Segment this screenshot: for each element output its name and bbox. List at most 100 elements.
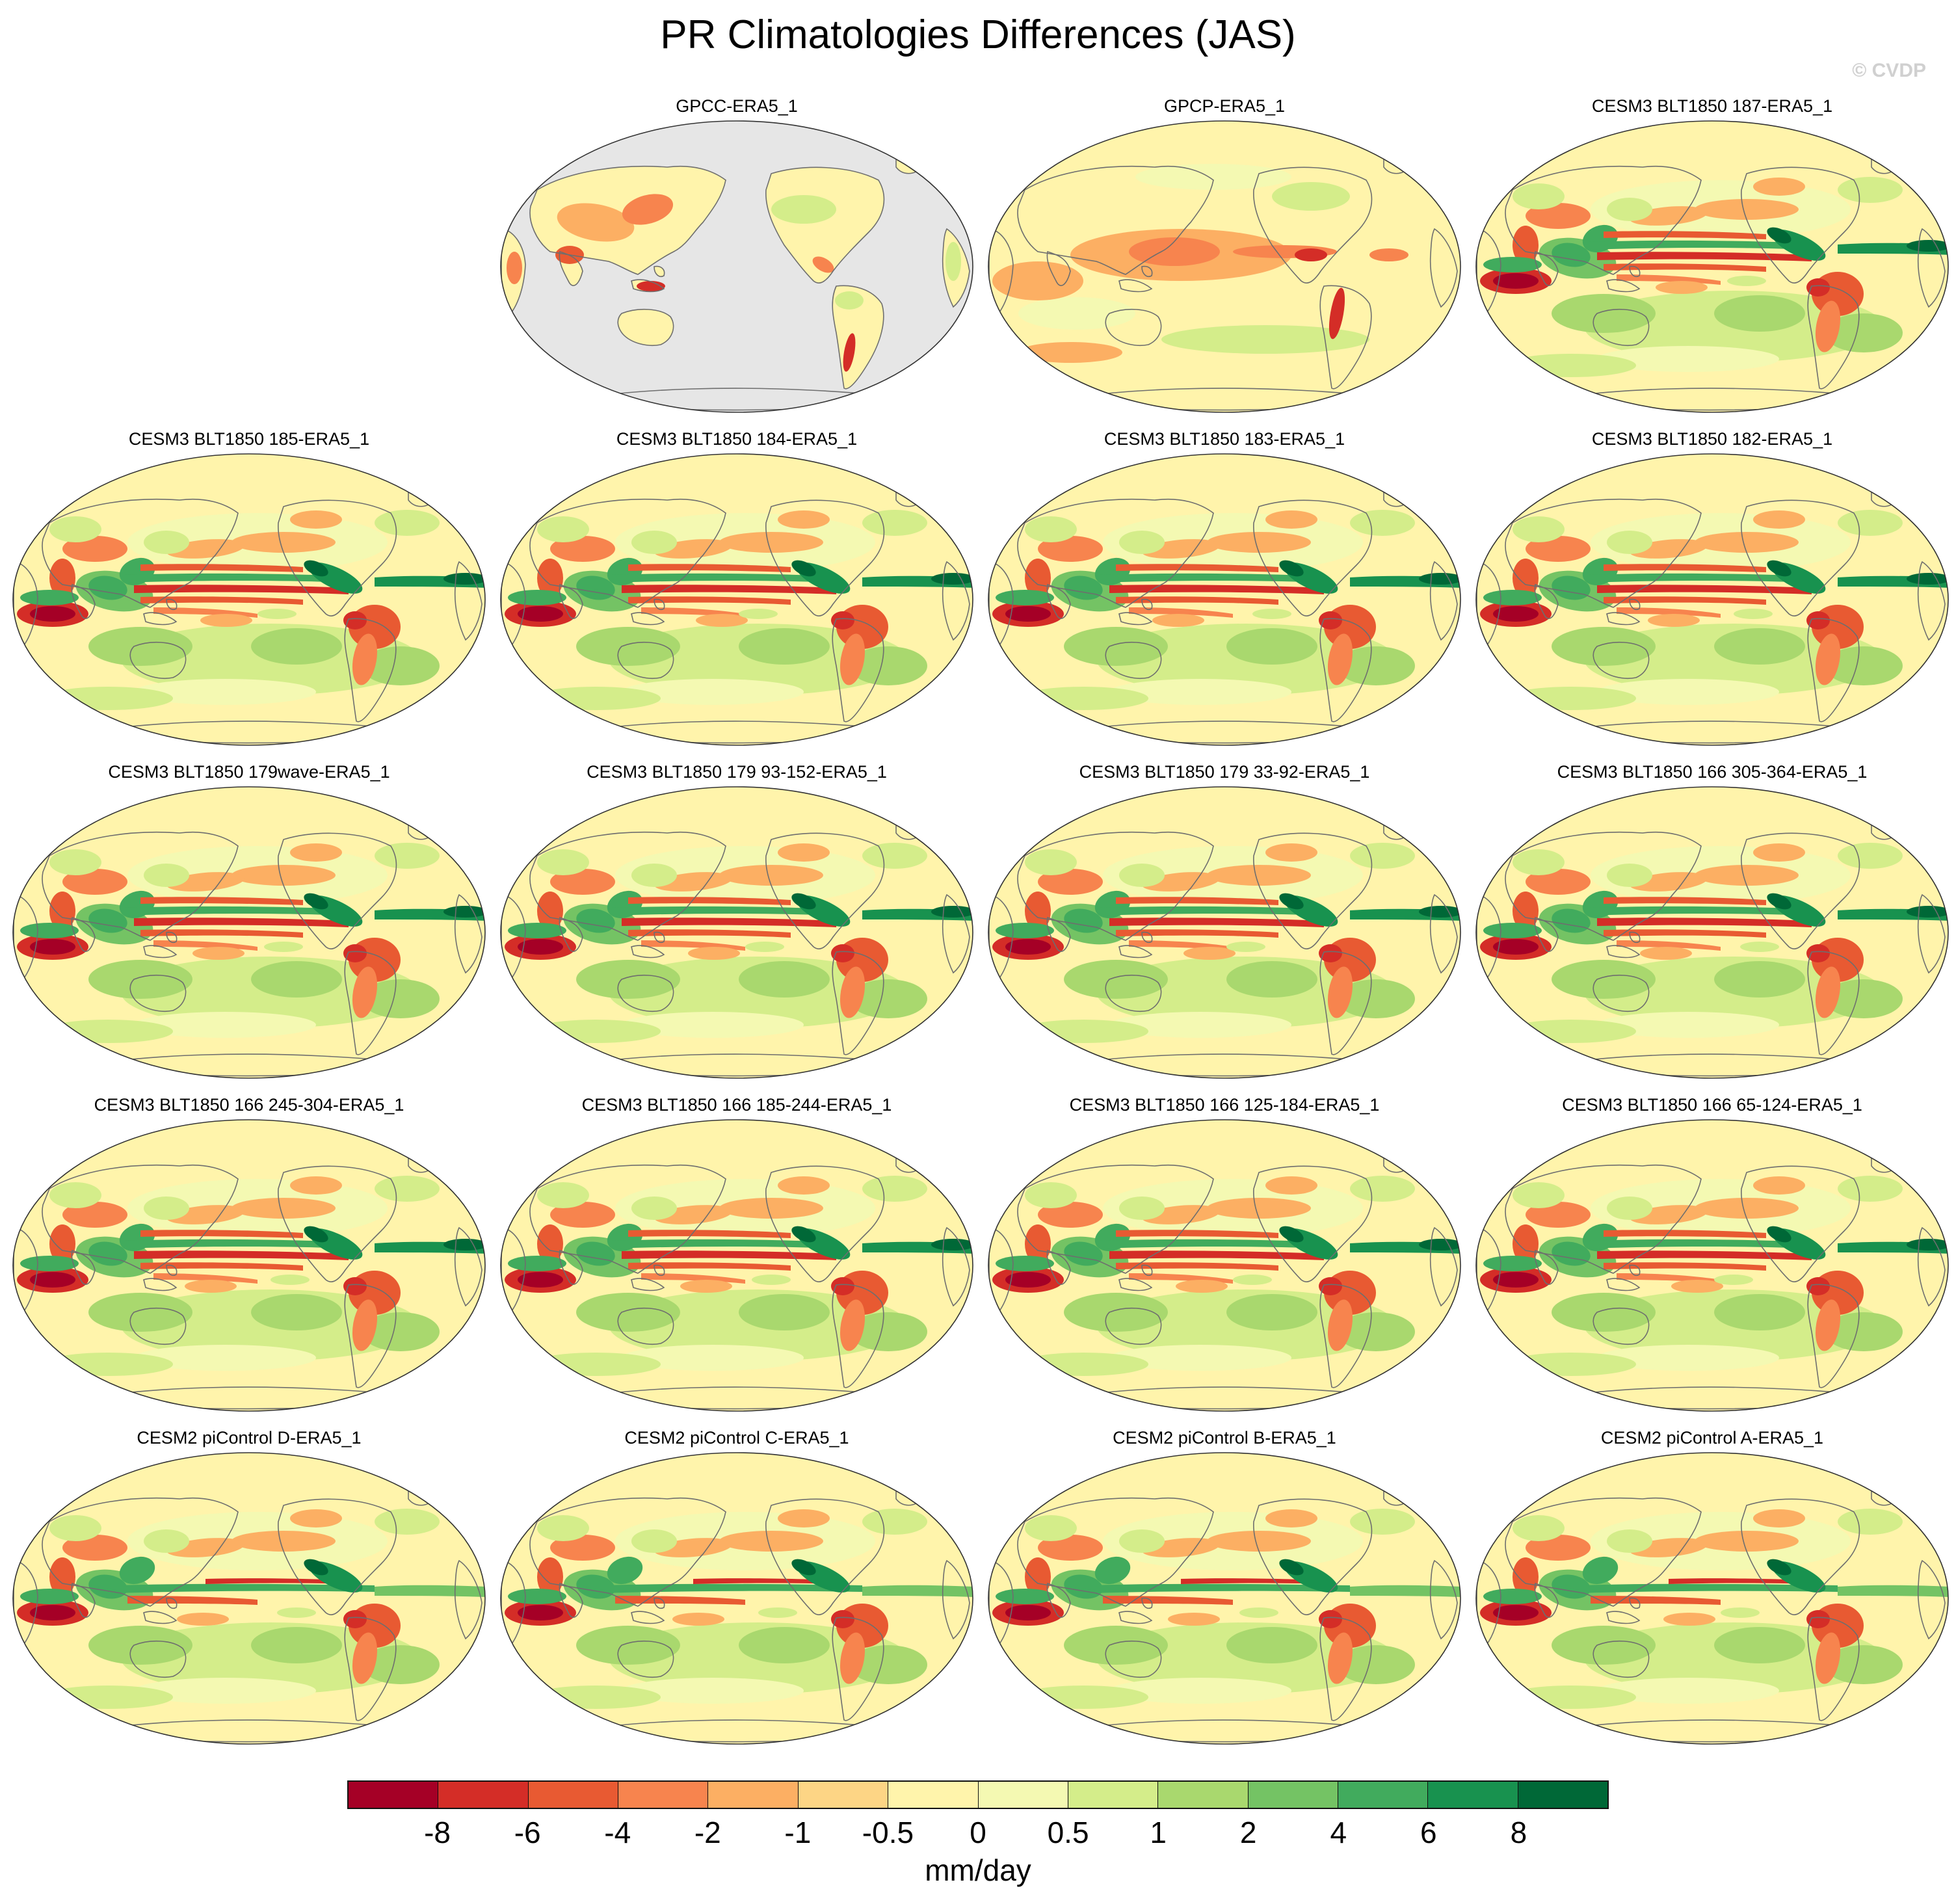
precip-anomaly-blob [1239,1607,1278,1618]
north-dry-band [205,1578,349,1584]
map-projection [1475,1452,1949,1745]
precip-anomaly-blob [1025,516,1077,542]
precip-anomaly-blob [144,1197,189,1220]
precip-anomaly-blob [550,1202,615,1228]
precip-anomaly-blob [1018,1353,1148,1376]
itcz-wet-band [114,1583,375,1593]
precip-anomaly-blob [1513,892,1539,931]
coastline [1253,832,1373,949]
itcz-wet-band [1100,906,1324,916]
colorbar-swatch [1158,1782,1249,1808]
colorbar-swatch [1338,1782,1429,1808]
map-border [1475,453,1949,746]
spcz-dry-band [1617,607,1721,618]
precip-anomaly-blob [1506,1686,1636,1709]
precip-anomaly-blob [1350,510,1415,536]
map-border [500,120,973,413]
north-dry-band [1116,897,1278,905]
precip-anomaly-blob [1714,961,1805,998]
panel-title: CESM3 BLT1850 166 65-124-ERA5_1 [1562,1095,1862,1115]
precip-anomaly-blob [290,510,342,529]
coastline [129,641,187,680]
coastline [278,832,397,949]
colorbar-swatch [798,1782,889,1808]
precip-anomaly-blob [576,1293,680,1332]
precip-anomaly-blob [1506,687,1636,710]
precip-anomaly-blob [343,1610,367,1628]
precip-anomaly-blob [1806,1610,1830,1628]
map-panel: CESM3 BLT1850 166 305-364-ERA5_1 [1474,761,1951,1086]
precip-anomaly-blob [1513,516,1565,542]
precip-anomaly-blob [778,510,830,529]
precip-anomaly-blob [134,1012,316,1038]
coastline [654,1597,665,1609]
colorbar-swatch [618,1782,709,1808]
precip-anomaly-blob [1025,559,1051,598]
panel-title: CESM3 BLT1850 179wave-ERA5_1 [108,762,390,782]
coastline [617,641,674,680]
south-dry-band [140,596,303,605]
coastline [765,832,885,949]
precip-anomaly-blob [1419,1239,1460,1250]
itcz-wet-band [1100,1239,1324,1249]
coastline [166,1597,178,1609]
coastline [1534,916,1559,952]
precip-difference-field [501,787,973,1078]
coastline [1629,1264,1641,1276]
coastline [454,561,482,641]
precip-anomaly-blob [1513,559,1539,598]
precip-anomaly-blob [1552,1293,1656,1332]
precip-anomaly-blob [30,939,75,955]
precip-anomaly-blob [1513,1557,1539,1596]
coastline [1917,228,1946,308]
south-dry-band [1591,1596,1721,1605]
precip-anomaly-blob [1727,276,1766,286]
precip-anomaly-blob [1319,611,1342,629]
precip-anomaly-blob [1207,1531,1311,1552]
coastline [1105,974,1162,1012]
precip-anomaly-blob [1109,1012,1291,1038]
precip-anomaly-blob [931,1239,973,1250]
coastline [1807,951,1860,1055]
panel-title: GPCP-ERA5_1 [1163,96,1286,116]
precip-anomaly-blob [1265,1509,1317,1527]
precip-anomaly-blob [43,1020,173,1043]
coastline [1807,1284,1860,1388]
colorbar-tick-label: 1 [1150,1816,1167,1849]
precip-difference-field [1476,1453,1948,1744]
precip-anomaly-blob [1513,1515,1565,1541]
precip-anomaly-blob [304,1559,328,1576]
equatorial-dry-band [1597,585,1812,594]
coastline [278,1498,397,1615]
precip-anomaly-blob [1483,1589,1542,1604]
precip-anomaly-blob [531,1353,661,1376]
precip-anomaly-blob [1513,1182,1565,1208]
precip-anomaly-blob [1265,510,1317,529]
coastline [1046,250,1071,286]
map-projection [500,1452,973,1745]
precip-anomaly-blob [1607,1197,1652,1220]
itcz-wet-band [612,906,836,916]
precip-anomaly-blob [996,1589,1054,1604]
coastline [71,916,96,952]
precip-anomaly-blob [362,1312,440,1351]
map-projection [1475,786,1949,1079]
colorbar-tick-label: -8 [424,1816,451,1849]
precip-anomaly-blob [1168,1613,1220,1626]
precip-anomaly-blob [440,1493,479,1511]
coastline [631,612,665,626]
coastline [1917,893,1946,974]
precip-anomaly-blob [518,939,563,955]
precip-anomaly-blob [1419,573,1460,585]
coastline [529,831,726,941]
coastline [1741,1498,1860,1615]
coastline [1629,1597,1641,1609]
coastlines [13,1152,482,1410]
precip-anomaly-blob [443,906,485,918]
north-dry-band [1181,1578,1324,1584]
coastline [1505,498,1702,608]
precip-anomaly-blob [531,1020,661,1043]
precip-anomaly-blob [531,687,661,710]
precip-anomaly-blob [362,1645,440,1684]
map-projection [500,120,973,413]
